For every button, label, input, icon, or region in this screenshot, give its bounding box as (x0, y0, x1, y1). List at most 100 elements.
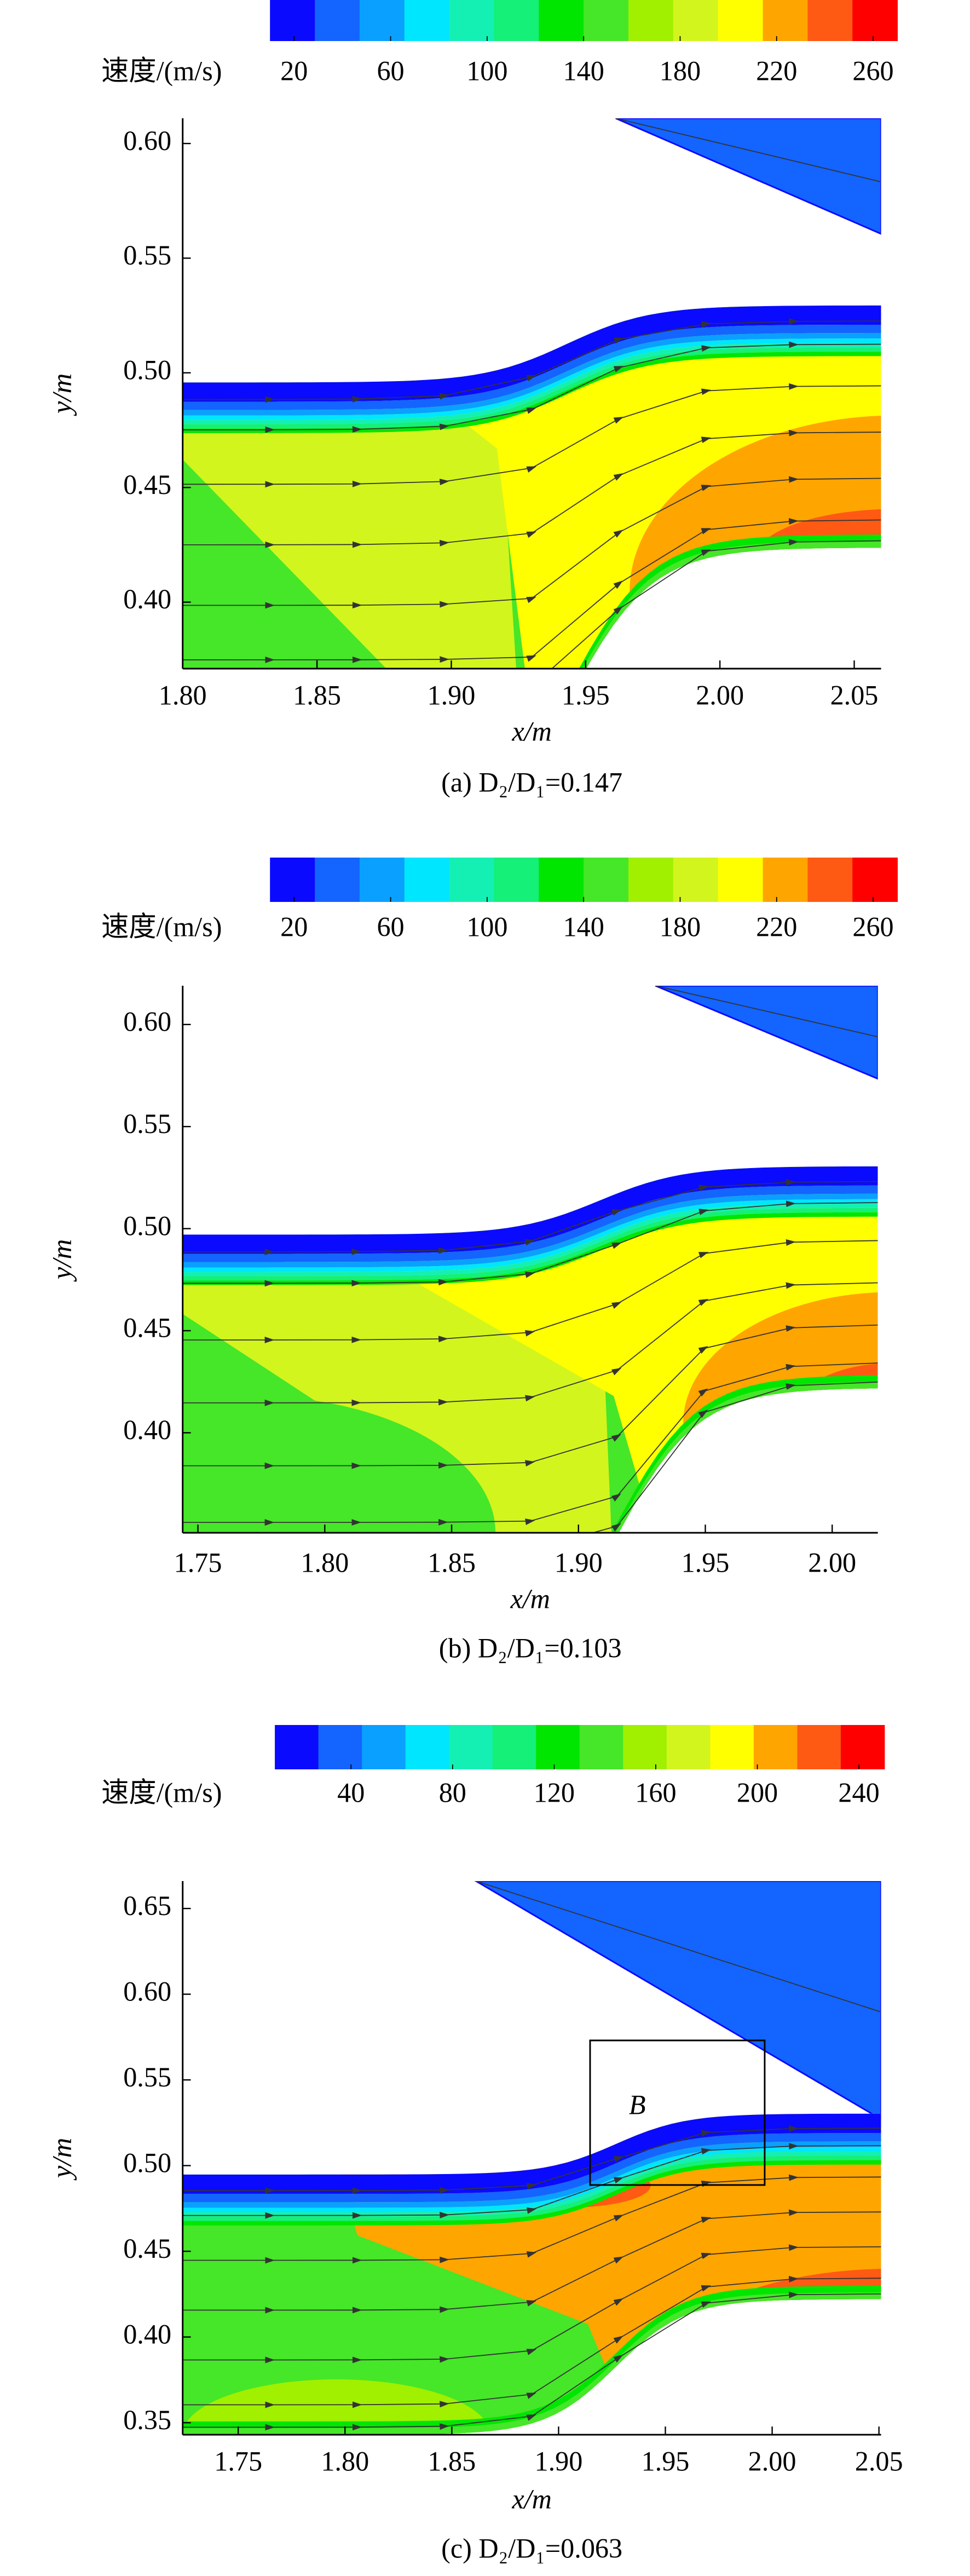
x-axis-label: x/m (511, 716, 551, 746)
colorbar-swatch (666, 1725, 711, 1769)
annotation: B (629, 2089, 646, 2120)
y-tick-label: 0.35 (123, 2404, 171, 2435)
upper-body (615, 118, 881, 235)
streamline (182, 2291, 881, 2431)
x-tick-label: 1.90 (555, 1547, 603, 1578)
field (182, 1881, 881, 2435)
colorbar-tick-label: 60 (377, 55, 404, 86)
x-tick-label: 1.85 (293, 680, 341, 710)
colorbar-tick-label: 80 (439, 1777, 466, 1808)
colorbar-label: 速度/(m/s) (101, 55, 222, 86)
colorbar-swatch (628, 0, 674, 41)
panel: 20 60 100 140 180 220 260 速度/(m/s) 1.80 1.85 1.90 1… (47, 0, 898, 798)
y-tick-label: 0.40 (123, 584, 171, 614)
colorbar-swatch (718, 0, 764, 41)
x-tick-label: 2.05 (830, 680, 879, 710)
x-tick-label: 2.00 (748, 2446, 796, 2476)
colorbar-tick-label: 240 (838, 1777, 879, 1808)
y-tick-label: 0.60 (123, 125, 171, 156)
colorbar-tick-label: 220 (756, 55, 797, 86)
x-tick-label: 1.90 (428, 680, 476, 710)
caption: (a) D₂/D₁=0.147 (441, 767, 622, 797)
y-tick-label: 0.40 (123, 1415, 171, 1445)
caption: (c) D₂/D₁=0.063 (441, 2533, 622, 2563)
colorbar-swatch (673, 0, 719, 41)
colorbar-swatch (807, 0, 853, 41)
colorbar-swatch (315, 858, 360, 902)
colorbar-tick-label: 160 (635, 1777, 676, 1808)
x-tick-label: 1.95 (562, 680, 610, 710)
y-tick-label: 0.45 (123, 2233, 171, 2263)
colorbar-swatch (494, 0, 540, 41)
x-tick-label: 1.80 (159, 680, 207, 710)
colorbar-tick-label: 120 (534, 1777, 575, 1808)
streamline (476, 1881, 881, 2013)
upper-body (474, 1881, 881, 2120)
colorbar-swatch (807, 858, 853, 902)
y-axis-label: y/m (47, 2138, 77, 2181)
x-tick-label: 1.80 (321, 2446, 369, 2476)
y-tick-label: 0.55 (123, 240, 171, 271)
colorbar-swatch (362, 1725, 406, 1769)
colorbar-swatch (753, 1725, 798, 1769)
colorbar-swatch (270, 858, 315, 902)
y-tick-label: 0.40 (123, 2319, 171, 2349)
colorbar-swatch (404, 0, 450, 41)
colorbar-swatch (579, 1725, 624, 1769)
wall-band (182, 305, 881, 402)
colorbar-swatch (628, 858, 674, 902)
colorbar-swatch (449, 858, 495, 902)
flow (182, 1166, 878, 1533)
colorbar-tick-label: 180 (660, 911, 701, 942)
streamline (265, 539, 881, 669)
y-tick-label: 0.50 (123, 2147, 171, 2178)
y-tick-label: 0.50 (123, 1210, 171, 1241)
colorbar-swatch (840, 1725, 885, 1769)
x-tick-label: 1.80 (301, 1547, 349, 1578)
x-tick-label: 1.85 (428, 2446, 476, 2476)
colorbar-tick-label: 140 (563, 911, 604, 942)
x-tick-label: 2.05 (855, 2446, 903, 2476)
colorbar-tick-label: 20 (280, 55, 308, 86)
wall-band (182, 2133, 881, 2203)
colorbar-swatch (492, 1725, 537, 1769)
colorbar-swatch (449, 0, 495, 41)
colorbar-tick-label: 260 (852, 55, 893, 86)
panel: 40 80 120 160 200 240 速度/(m/s) 1.75 1.80 1.85 1.90… (47, 1725, 903, 2564)
colorbar-swatch (710, 1725, 754, 1769)
colorbar-swatch (494, 858, 540, 902)
colorbar-tick-label: 180 (660, 55, 701, 86)
field (182, 986, 878, 1533)
colorbar-swatch (449, 1725, 493, 1769)
colorbar-swatch (673, 858, 719, 902)
colorbar-tick-label: 200 (737, 1777, 778, 1808)
colorbar-swatch (318, 1725, 363, 1769)
colorbar-swatch (763, 0, 809, 41)
colorbar-swatch (359, 858, 405, 902)
panel: 20 60 100 140 180 220 260 速度/(m/s) 1.75 1.80 1.85 1… (47, 858, 898, 1664)
y-tick-label: 0.55 (123, 2061, 171, 2092)
x-tick-label: 1.95 (682, 1547, 730, 1578)
colorbar-swatch (623, 1725, 667, 1769)
colorbar-swatch (852, 858, 898, 902)
x-tick-label: 1.75 (214, 2446, 262, 2476)
colorbar-tick-label: 260 (852, 911, 893, 942)
y-tick-label: 0.55 (123, 1108, 171, 1139)
colorbar-label: 速度/(m/s) (101, 1777, 222, 1808)
x-tick-label: 2.00 (808, 1547, 856, 1578)
x-tick-label: 1.85 (428, 1547, 476, 1578)
colorbar-swatch (359, 0, 405, 41)
y-tick-label: 0.60 (123, 1976, 171, 2006)
flow (182, 305, 881, 669)
y-tick-label: 0.60 (123, 1006, 171, 1037)
colorbar-tick-label: 100 (466, 911, 507, 942)
x-axis-label: x/m (511, 2483, 551, 2514)
colorbar-swatch (718, 858, 764, 902)
colorbar-tick-label: 60 (377, 911, 404, 942)
colorbar-swatch (852, 0, 898, 41)
x-tick-label: 2.00 (696, 680, 744, 710)
colorbar-label: 速度/(m/s) (101, 911, 222, 942)
colorbar-swatch (270, 0, 315, 41)
